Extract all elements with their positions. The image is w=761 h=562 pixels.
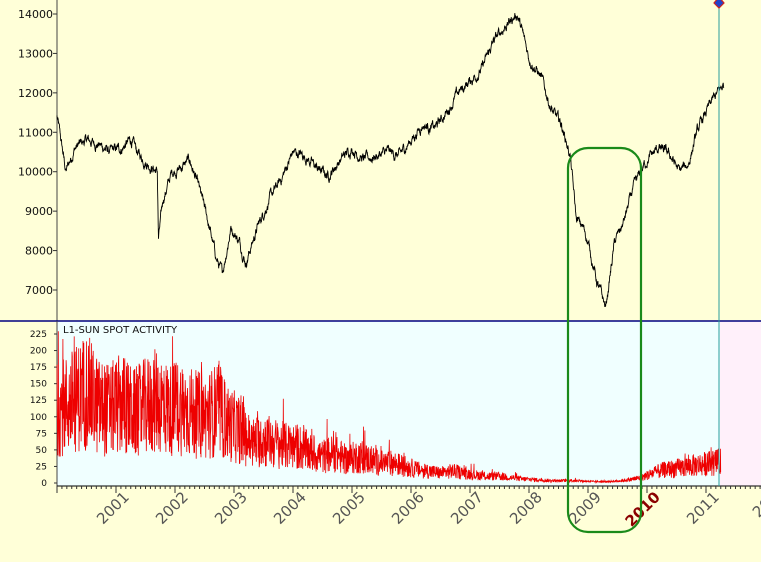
bottom-y-tick-label: 25 [36, 462, 47, 472]
top-panel-background [0, 0, 761, 321]
top-y-tick-label: 11000 [18, 126, 53, 139]
top-y-tick-label: 9000 [25, 205, 53, 218]
bottom-y-tick-label: 225 [30, 330, 47, 340]
top-y-tick-label: 12000 [18, 87, 53, 100]
top-y-tick-label: 13000 [18, 47, 53, 60]
top-y-tick-label: 7000 [25, 284, 53, 297]
bottom-y-tick-label: 0 [41, 479, 47, 489]
highlight-box [566, 146, 643, 534]
bottom-y-tick-label: 150 [30, 380, 47, 390]
bottom-panel-title: L1-SUN SPOT ACTIVITY [63, 325, 178, 336]
bottom-y-tick-label: 200 [30, 347, 47, 357]
top-y-tick-label: 10000 [18, 166, 53, 179]
bottom-y-tick-label: 175 [30, 363, 47, 373]
bottom-panel-future-area [720, 321, 761, 486]
dow-line [56, 13, 725, 308]
dow-series [56, 13, 725, 308]
bottom-y-tick-label: 75 [36, 429, 47, 439]
top-y-tick-label: 8000 [25, 245, 53, 258]
top-y-axis: 7000 8000 9000 10000 11000 12000 13000 14000 [18, 8, 57, 297]
date-cursor-marker [713, 0, 725, 9]
bottom-y-tick-label: 100 [30, 413, 47, 423]
bottom-y-axis: 0 25 50 75 100 125 150 175 200 225 [30, 330, 57, 489]
bottom-y-tick-label: 50 [36, 446, 48, 456]
bottom-y-tick-label: 125 [30, 396, 47, 406]
top-y-tick-label: 14000 [18, 8, 53, 21]
sunspot-series [56, 331, 722, 484]
axis-strip [0, 486, 761, 562]
sunspot-line [56, 331, 722, 484]
